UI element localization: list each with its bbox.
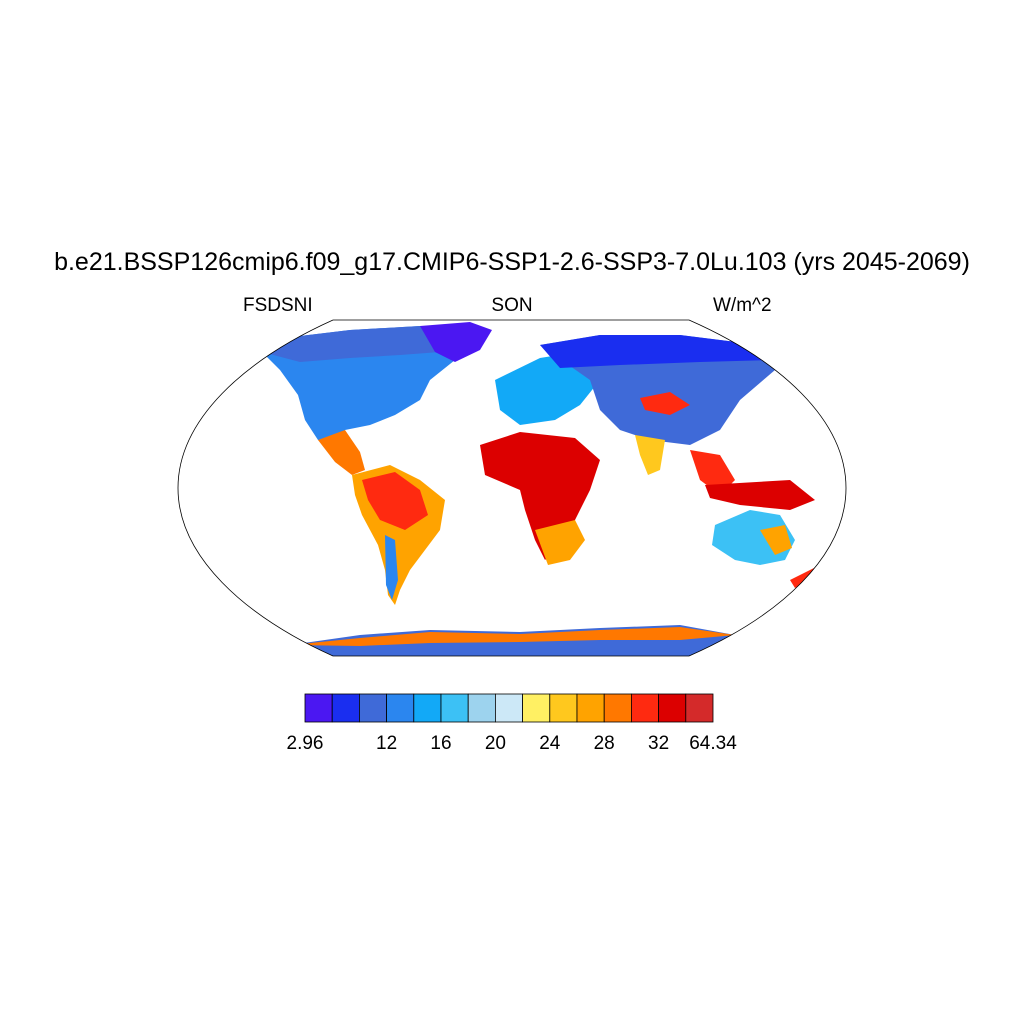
greenland [420,322,492,362]
maritime-continent [705,480,815,510]
southeast-asia [690,450,735,495]
colorbar-swatch [358,693,387,723]
colorbar-swatch [386,693,415,723]
colorbar-swatch [413,693,442,723]
africa-south [535,520,585,565]
colorbar-swatch [440,693,469,723]
colorbar-swatch [467,693,496,723]
colorbar-swatch [658,693,687,723]
colorbar-tick-label: 12 [376,733,398,754]
central-america [318,430,365,475]
units-label: W/m^2 [713,295,772,316]
colorbar-tick-label: 64.34 [689,733,737,754]
colorbar-tick-label: 32 [648,733,670,754]
colorbar-swatch [576,693,605,723]
variable-name: FSDSNI [243,295,313,316]
europe-region [495,350,600,425]
season-label: SON [491,295,533,316]
north-america-north [262,326,478,362]
asia-north [540,335,770,368]
south-america-core [362,472,428,530]
colorbar-tick-label: 16 [430,733,452,754]
australia-east [760,525,792,555]
colorbar-swatch [522,693,551,723]
map-boundary [177,319,847,657]
colorbar-swatch [549,693,578,723]
colorbar-swatch [603,693,632,723]
andes-region [385,535,398,600]
colorbar-tick-label: 28 [593,733,615,754]
plot-title: b.e21.BSSP126cmip6.f09_g17.CMIP6-SSP1-2.… [54,248,970,276]
colorbar-tick-label: 24 [539,733,561,754]
colorbar-tick-label: 2.96 [286,733,324,754]
antarctica-coast [290,627,735,646]
colorbar-swatch [631,693,660,723]
colorbar-tick-label: 20 [484,733,506,754]
colorbar-swatch [494,693,523,723]
colorbar-swatch [304,693,333,723]
colorbar-swatch [685,693,714,723]
india-region [635,435,665,475]
colorbar-swatch [331,693,360,723]
tibet-region [640,392,690,415]
